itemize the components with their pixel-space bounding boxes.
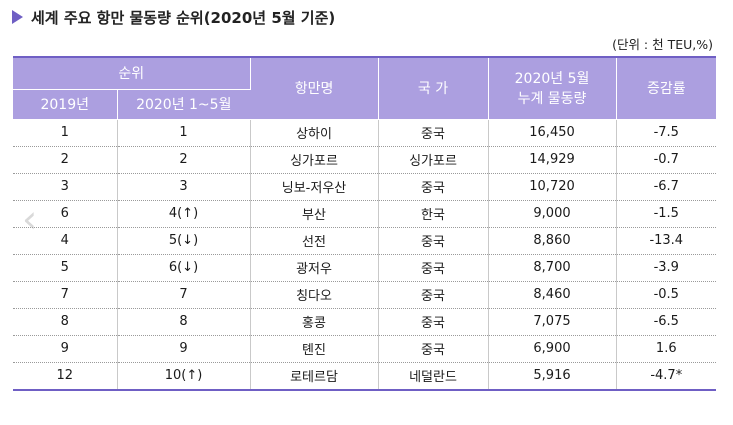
cell-r2019: 8	[13, 308, 118, 336]
cell-change: -13.4	[616, 227, 717, 255]
header-rank: 순위	[13, 56, 251, 90]
header-rank-2019: 2019년	[13, 89, 118, 120]
page-title: 세계 주요 항만 물동량 순위(2020년 5월 기준)	[12, 6, 335, 28]
cell-r2020: 2	[117, 146, 251, 174]
table-row: 12 10(↑) 로테르담 네덜란드 5,916 -4.7*	[13, 362, 717, 391]
cell-change: -0.5	[616, 281, 717, 309]
header-country: 국 가	[378, 56, 489, 120]
header-change: 증감률	[616, 56, 717, 120]
cell-volume: 14,929	[488, 146, 617, 174]
cell-port: 광저우	[250, 254, 379, 282]
cell-country: 싱가포르	[378, 146, 489, 174]
header-volume-line1: 2020년 5월	[514, 71, 590, 88]
cell-r2019: 9	[13, 335, 118, 363]
cell-port: 싱가포르	[250, 146, 379, 174]
cell-r2020: 7	[117, 281, 251, 309]
unit-note: (단위 : 천 TEU,%)	[612, 37, 713, 52]
cell-volume: 10,720	[488, 173, 617, 201]
cell-port: 칭다오	[250, 281, 379, 309]
cell-country: 중국	[378, 335, 489, 363]
cell-r2019: 2	[13, 146, 118, 174]
cell-port: 상하이	[250, 119, 379, 147]
cell-change: 1.6	[616, 335, 717, 363]
cell-port: 부산	[250, 200, 379, 228]
cell-r2019: 7	[13, 281, 118, 309]
table-row: 9 9 톈진 중국 6,900 1.6	[13, 335, 717, 363]
cell-r2020: 9	[117, 335, 251, 363]
cell-r2019: 1	[13, 119, 118, 147]
cell-country: 중국	[378, 227, 489, 255]
cell-r2020: 3	[117, 173, 251, 201]
cell-r2019: 3	[13, 173, 118, 201]
cell-change: -7.5	[616, 119, 717, 147]
cell-country: 네덜란드	[378, 362, 489, 391]
table-row: 8 8 홍콩 중국 7,075 -6.5	[13, 308, 717, 336]
cell-port: 닝보-저우산	[250, 173, 379, 201]
cell-volume: 5,916	[488, 362, 617, 391]
cell-country: 중국	[378, 254, 489, 282]
cell-volume: 8,460	[488, 281, 617, 309]
table-row: 6 4(↑) 부산 한국 9,000 -1.5	[13, 200, 717, 228]
cell-country: 중국	[378, 281, 489, 309]
cell-country: 한국	[378, 200, 489, 228]
cell-volume: 8,860	[488, 227, 617, 255]
table-row: 5 6(↓) 광저우 중국 8,700 -3.9	[13, 254, 717, 282]
cell-r2020: 10(↑)	[117, 362, 251, 391]
cell-volume: 9,000	[488, 200, 617, 228]
cell-country: 중국	[378, 173, 489, 201]
table-row: 2 2 싱가포르 싱가포르 14,929 -0.7	[13, 146, 717, 174]
header-volume: 2020년 5월 누계 물동량	[488, 56, 617, 120]
cell-port: 톈진	[250, 335, 379, 363]
cell-r2020: 1	[117, 119, 251, 147]
cell-port: 선전	[250, 227, 379, 255]
cell-change: -0.7	[616, 146, 717, 174]
cell-r2019: 4	[13, 227, 118, 255]
cell-r2020: 8	[117, 308, 251, 336]
cell-r2020: 4(↑)	[117, 200, 251, 228]
cell-change: -6.7	[616, 173, 717, 201]
cell-change: -3.9	[616, 254, 717, 282]
cell-r2019: 5	[13, 254, 118, 282]
cell-volume: 6,900	[488, 335, 617, 363]
cell-port: 홍콩	[250, 308, 379, 336]
table-row: 1 1 상하이 중국 16,450 -7.5	[13, 119, 717, 147]
cell-volume: 8,700	[488, 254, 617, 282]
header-rank-2020: 2020년 1~5월	[117, 89, 251, 120]
cell-change: -1.5	[616, 200, 717, 228]
triangle-right-icon	[12, 10, 23, 24]
table-row: 3 3 닝보-저우산 중국 10,720 -6.7	[13, 173, 717, 201]
header-port: 항만명	[250, 56, 379, 120]
cell-r2019: 12	[13, 362, 118, 391]
cell-country: 중국	[378, 308, 489, 336]
cell-volume: 16,450	[488, 119, 617, 147]
table-row: 7 7 칭다오 중국 8,460 -0.5	[13, 281, 717, 309]
cell-r2020: 6(↓)	[117, 254, 251, 282]
title-text: 세계 주요 항만 물동량 순위(2020년 5월 기준)	[31, 8, 336, 27]
table-row: 4 5(↓) 선전 중국 8,860 -13.4	[13, 227, 717, 255]
cell-country: 중국	[378, 119, 489, 147]
port-ranking-table: 순위 항만명 국 가 2020년 5월 누계 물동량 증감률 2019년 202…	[13, 56, 717, 391]
cell-change: -6.5	[616, 308, 717, 336]
cell-port: 로테르담	[250, 362, 379, 391]
cell-volume: 7,075	[488, 308, 617, 336]
cell-r2019: 6	[13, 200, 118, 228]
cell-r2020: 5(↓)	[117, 227, 251, 255]
cell-change: -4.7*	[616, 362, 717, 391]
header-volume-line2: 누계 물동량	[517, 91, 587, 108]
